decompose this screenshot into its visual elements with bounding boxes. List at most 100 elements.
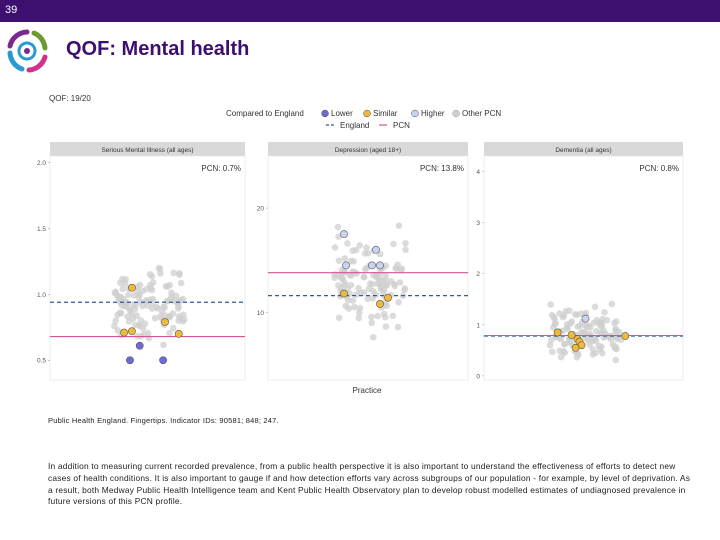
other-pcn-point xyxy=(382,323,390,330)
other-pcn-point xyxy=(335,314,343,322)
other-pcn-point xyxy=(175,317,182,324)
facet-1: Serious Mental Illness (all ages) 0.5 1.0 1… xyxy=(37,142,246,381)
other-pcn-point xyxy=(334,223,342,231)
other-pcn-point xyxy=(146,270,154,278)
slide-number: 39 xyxy=(5,4,18,16)
y-tick-label: 0 xyxy=(476,373,480,380)
other-pcn-point xyxy=(393,265,400,272)
legend-england: England xyxy=(340,121,369,130)
other-pcn-point xyxy=(342,302,350,310)
source-note: Public Health England. Fingertips. Indic… xyxy=(48,416,279,425)
other-pcn-point xyxy=(390,280,398,288)
other-pcn-point xyxy=(137,298,144,306)
other-pcn-point xyxy=(355,309,363,316)
other-pcn-point xyxy=(381,313,389,321)
other-pcn-point xyxy=(546,341,554,349)
other-pcn-point xyxy=(549,348,556,356)
other-pcn-point xyxy=(395,298,402,306)
other-pcn-point xyxy=(560,312,568,319)
legend-higher: Higher xyxy=(421,109,445,118)
y-tick-label: 20 xyxy=(257,206,265,213)
other-pcn-point xyxy=(557,335,565,343)
practice-point-lower xyxy=(126,356,134,365)
other-pcn-point xyxy=(125,318,133,325)
legend-lower-swatch xyxy=(321,109,329,118)
other-pcn-point xyxy=(383,281,391,289)
other-pcn-point xyxy=(577,310,585,317)
other-pcn-point xyxy=(401,286,408,294)
practice-point-similar xyxy=(161,318,169,326)
other-pcn-point xyxy=(136,322,143,330)
top-bar: 39 xyxy=(0,0,720,22)
other-pcn-point xyxy=(613,327,620,334)
practice-point-higher xyxy=(372,245,380,254)
other-pcn-point xyxy=(556,347,564,355)
facet-title: Depression (aged 18+) xyxy=(335,147,401,154)
other-pcn-point xyxy=(612,356,620,364)
legend-other: Other PCN xyxy=(462,109,501,118)
other-pcn-point xyxy=(590,319,597,327)
other-pcn-point xyxy=(137,317,145,324)
other-pcn-point xyxy=(590,336,598,344)
other-pcn-point xyxy=(335,257,343,265)
other-pcn-point xyxy=(331,274,339,282)
other-pcn-point xyxy=(140,331,148,338)
y-tick-label: 1.5 xyxy=(37,226,46,233)
other-pcn-point xyxy=(335,233,342,240)
other-pcn-point xyxy=(331,244,339,251)
x-axis-label: Practice xyxy=(353,386,382,395)
practice-point-similar xyxy=(120,328,128,337)
facet-strip xyxy=(268,142,468,156)
other-pcn-point xyxy=(356,241,364,249)
other-pcn-point xyxy=(166,329,173,337)
facet-strip xyxy=(484,142,683,156)
other-pcn-point xyxy=(613,335,621,343)
practice-point-similar xyxy=(340,289,348,298)
other-pcn-point xyxy=(581,329,589,337)
other-pcn-point xyxy=(368,313,375,321)
other-pcn-point xyxy=(352,291,360,299)
facet-title: Dementia (all ages) xyxy=(555,147,611,154)
other-pcn-point xyxy=(611,319,618,327)
other-pcn-point xyxy=(355,314,363,322)
other-pcn-point xyxy=(344,240,351,247)
body-paragraph: In addition to measuring current recorde… xyxy=(48,461,691,507)
other-pcn-point xyxy=(557,353,565,361)
other-pcn-point xyxy=(377,283,384,291)
other-pcn-point xyxy=(396,279,404,286)
y-tick-label: 4 xyxy=(476,169,480,176)
other-pcn-point xyxy=(382,277,390,284)
other-pcn-point xyxy=(156,265,164,272)
other-pcn-point xyxy=(163,297,171,305)
pcn-value-label: PCN: 0.7% xyxy=(201,164,241,173)
other-pcn-point xyxy=(571,310,579,318)
other-pcn-point xyxy=(160,311,168,318)
other-pcn-point xyxy=(598,322,606,329)
practice-point-lower xyxy=(159,356,167,365)
facet-strip xyxy=(50,142,245,156)
other-pcn-point xyxy=(599,315,607,323)
practice-point-similar xyxy=(128,327,136,336)
other-pcn-point xyxy=(395,222,403,229)
legend-similar: Similar xyxy=(373,109,398,118)
other-pcn-point xyxy=(583,323,590,331)
other-pcn-point xyxy=(361,250,369,257)
practice-point-similar xyxy=(621,332,630,340)
other-pcn-point xyxy=(179,295,187,303)
other-pcn-point xyxy=(119,285,126,293)
other-pcn-point xyxy=(599,349,606,357)
facet-2: Depression (aged 18+) 10 20 PCN: 13.8% xyxy=(257,142,469,381)
y-tick-label: 3 xyxy=(476,220,480,227)
other-pcn-point xyxy=(355,284,362,292)
other-pcn-point xyxy=(341,255,349,262)
other-pcn-point xyxy=(116,296,124,303)
other-pcn-point xyxy=(600,327,607,334)
other-pcn-point xyxy=(128,310,136,318)
practice-point-higher xyxy=(342,261,350,270)
other-pcn-point xyxy=(138,287,146,295)
other-pcn-point xyxy=(576,322,584,329)
other-pcn-point xyxy=(169,324,177,332)
other-pcn-point xyxy=(111,322,118,330)
other-pcn-point xyxy=(112,317,119,325)
other-pcn-point xyxy=(351,303,358,311)
